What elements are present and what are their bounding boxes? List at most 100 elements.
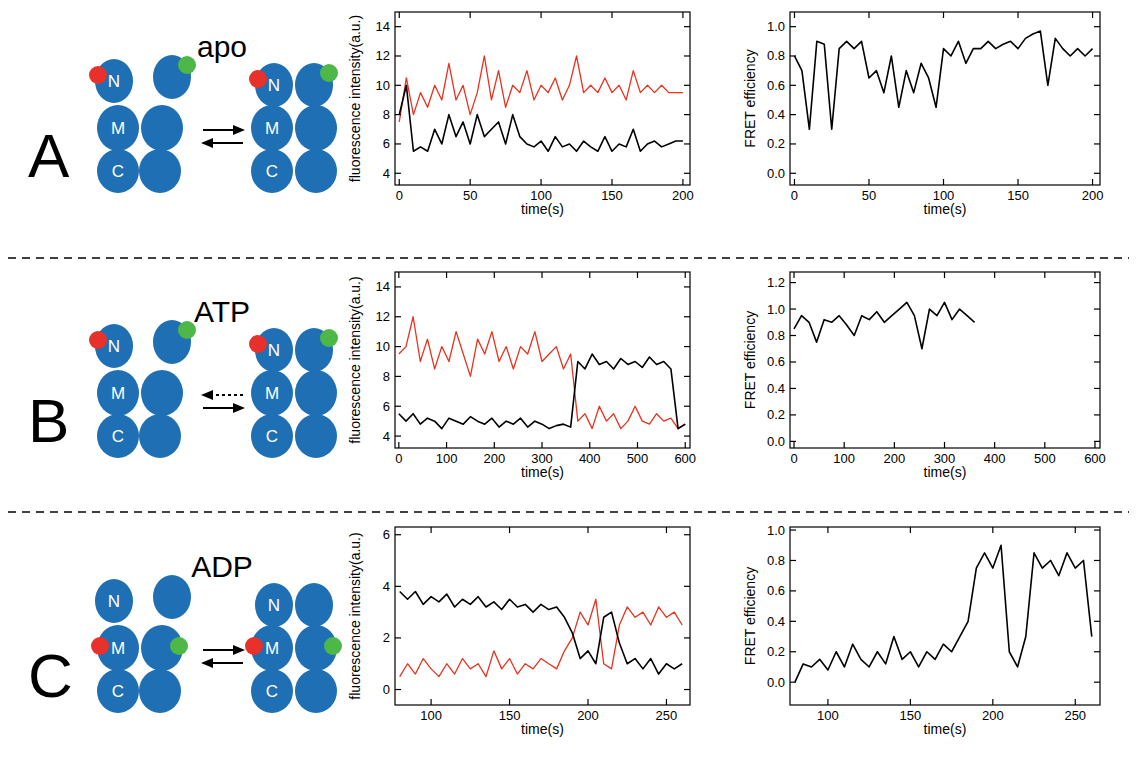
- x-tick: [944, 442, 945, 448]
- x-tick-label: 200: [1082, 188, 1104, 203]
- domain-label: N: [108, 337, 120, 356]
- y-tick-right: [684, 435, 690, 436]
- trace: [399, 317, 685, 429]
- acceptor-dye: [249, 335, 267, 353]
- x-tick-top: [1044, 272, 1045, 278]
- domain: [141, 105, 183, 151]
- x-tick: [540, 179, 541, 185]
- y-tick-label: 4: [383, 429, 390, 444]
- x-tick: [827, 699, 828, 705]
- plot-data: [400, 591, 682, 676]
- y-tick: [790, 282, 796, 283]
- y-tick-right: [684, 286, 690, 287]
- x-tick: [494, 442, 495, 448]
- y-tick-label: 0.0: [767, 675, 785, 690]
- plot-data: [794, 302, 975, 348]
- x-axis-title: time(s): [521, 201, 564, 217]
- domain-label: M: [111, 639, 125, 658]
- y-tick: [790, 114, 796, 115]
- x-tick: [541, 442, 542, 448]
- domain-label: M: [111, 384, 125, 403]
- x-tick-label: 0: [790, 451, 797, 466]
- y-tick-right: [1094, 590, 1100, 591]
- x-axis-title: time(s): [521, 464, 564, 480]
- x-tick: [868, 179, 869, 185]
- y-tick-label: 6: [383, 136, 390, 151]
- x-tick-label: 150: [601, 188, 623, 203]
- acceptor-dye: [249, 70, 267, 88]
- x-tick-top: [793, 272, 794, 278]
- y-tick: [395, 586, 401, 587]
- y-tick-label: 6: [383, 399, 390, 414]
- plot-data: [399, 317, 685, 429]
- domain: [251, 669, 293, 713]
- y-tick: [790, 335, 796, 336]
- trace: [794, 302, 975, 348]
- x-tick-label: 200: [483, 451, 505, 466]
- x-tick-top: [844, 272, 845, 278]
- acceptor-dye: [245, 637, 263, 655]
- y-tick-label: 2: [383, 630, 390, 645]
- x-tick: [1092, 179, 1093, 185]
- x-tick: [682, 179, 683, 185]
- x-axis-title: time(s): [521, 721, 564, 737]
- panel-letter: C: [28, 641, 73, 710]
- plot-frame: [395, 12, 690, 185]
- x-tick: [430, 699, 431, 705]
- y-tick-right: [684, 173, 690, 174]
- x-tick: [446, 442, 447, 448]
- donor-dye: [324, 637, 342, 655]
- y-tick: [395, 85, 401, 86]
- trace: [399, 354, 685, 429]
- y-axis-title: FRET efficiency: [742, 311, 758, 409]
- x-tick-top: [910, 527, 911, 533]
- arrow-head: [233, 645, 245, 655]
- domain: [141, 370, 183, 416]
- y-tick-label: 0.6: [767, 583, 785, 598]
- donor-dye: [178, 321, 196, 339]
- domain: [255, 583, 293, 627]
- x-tick: [589, 442, 590, 448]
- x-tick-top: [398, 272, 399, 278]
- y-tick-label: 10: [376, 78, 390, 93]
- x-tick-label: 100: [817, 708, 839, 723]
- x-tick: [994, 442, 995, 448]
- y-tick-right: [1094, 441, 1100, 442]
- y-tick: [790, 143, 796, 144]
- figure: AapoNMCNMCBATPNMCNMCCADPNMCNMC0501001502…: [0, 0, 1137, 758]
- y-tick: [790, 560, 796, 561]
- x-tick-top: [992, 527, 993, 533]
- x-tick-top: [611, 12, 612, 18]
- y-tick-right: [1094, 335, 1100, 336]
- trace: [795, 545, 1092, 682]
- y-tick: [790, 651, 796, 652]
- y-tick: [395, 637, 401, 638]
- trace: [399, 56, 683, 122]
- y-tick-right: [1094, 282, 1100, 283]
- x-tick: [1094, 442, 1095, 448]
- y-tick: [790, 529, 796, 530]
- y-tick-label: 12: [376, 48, 390, 63]
- y-tick: [395, 55, 401, 56]
- chart: 01002003004005006000.00.20.40.60.81.01.2…: [742, 272, 1106, 480]
- x-tick-top: [446, 272, 447, 278]
- x-tick-top: [509, 527, 510, 533]
- domain-label: C: [112, 427, 124, 446]
- domain: [295, 414, 337, 458]
- x-tick-top: [540, 12, 541, 18]
- x-tick-label: 400: [984, 451, 1006, 466]
- domain-label: C: [112, 682, 124, 701]
- y-tick-right: [684, 586, 690, 587]
- y-tick-label: 1.0: [767, 302, 785, 317]
- x-tick-top: [666, 527, 667, 533]
- x-tick-label: 100: [833, 451, 855, 466]
- domain: [139, 149, 181, 193]
- condition-label: ADP: [191, 550, 253, 583]
- y-tick: [395, 316, 401, 317]
- y-tick-label: 0.4: [767, 614, 785, 629]
- y-tick: [790, 388, 796, 389]
- domain-label: M: [265, 639, 279, 658]
- x-tick-top: [494, 272, 495, 278]
- x-tick-label: 200: [883, 451, 905, 466]
- y-tick: [790, 621, 796, 622]
